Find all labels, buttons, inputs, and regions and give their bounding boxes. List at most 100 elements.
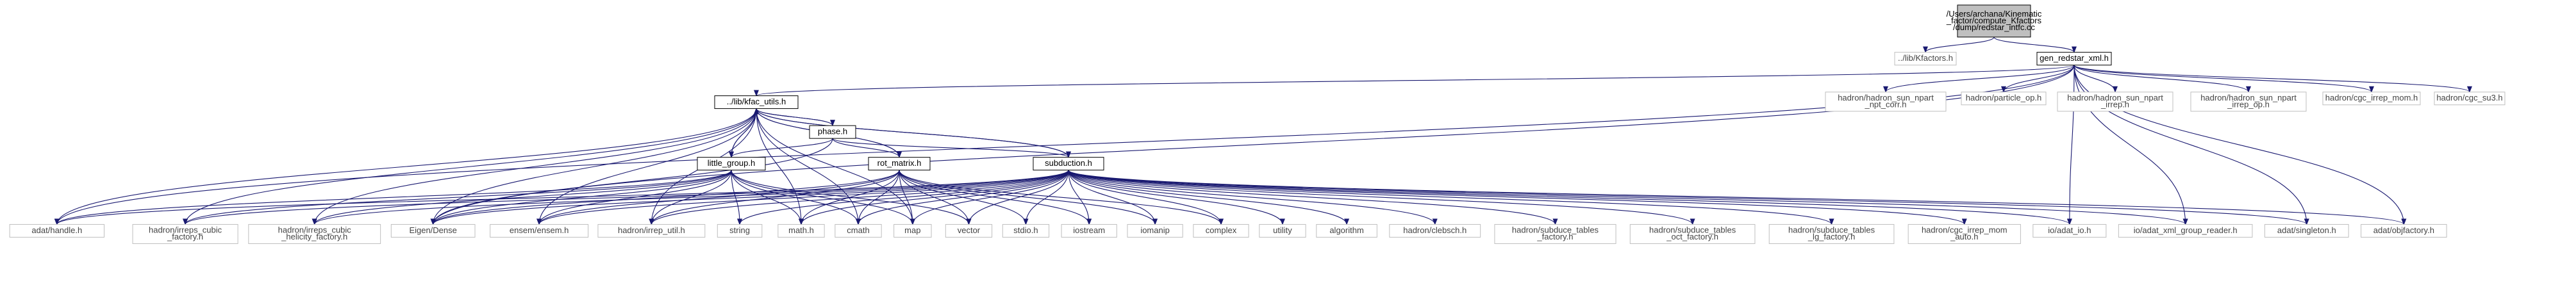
node-subd[interactable]: subduction.h [1033,157,1104,171]
node-objfactory-box [2361,223,2447,238]
node-iostream-box [1061,223,1117,238]
node-npart_irrep_op-box [2190,92,2307,112]
node-cubic_f-label: _factory.h [167,232,203,241]
edge-subd-to-eigen [430,170,1069,225]
node-stdio-label: stdio.h [1013,225,1038,235]
edge-subd-to-math [799,170,1069,225]
edge-little-to-utils [731,108,759,158]
edge-gen-to-handle [54,65,2075,225]
edge-little-to-string [731,170,743,225]
edge-subd-to-utils [754,108,1069,158]
node-map-box [893,223,932,238]
node-utility-label: utility [1273,225,1292,235]
node-little-box [697,157,766,171]
node-cmath-label: cmath [847,225,869,235]
node-singleton-box [2264,223,2349,238]
node-rot[interactable]: rot_matrix.h [868,157,931,171]
node-subd-box [1033,157,1104,171]
edge-phase-to-eigen [430,138,833,225]
node-npart_irrep_op-label: _irrep_op.h [2227,99,2270,109]
edge-gen-to-particle_op [2001,65,2075,93]
node-root[interactable]: /Users/archana/Kinematic_factor/compute_… [1946,4,2042,38]
node-npart_irrep_op-label: hadron/hadron_sun_npart [2200,93,2297,102]
node-stdio: stdio.h [1002,223,1050,238]
edge-gen-to-utils [754,65,2075,97]
node-npart_irrep-label: hadron/hadron_sun_npart [2067,93,2163,102]
edge-subd-to-handle [54,170,1069,225]
node-cubic_f-label: hadron/irreps_cubic [149,225,222,235]
node-ensem: ensem/ensem.h [490,223,589,238]
node-cgc_su3-box [2434,92,2505,106]
node-stdio-box [1002,223,1050,238]
node-rot-box [868,157,931,171]
node-iostream: iostream [1061,223,1117,238]
node-phase[interactable]: phase.h [809,125,856,139]
edge-subd-to-cgc_auto [1068,170,1967,225]
edge-little-to-cubic_h [312,170,732,225]
node-sub_lg-box [1768,223,1895,244]
node-cubic_h-label: hadron/irreps_cubic [278,225,352,235]
node-sub_oct-label: hadron/subduce_tables [1649,225,1736,235]
edge-gen-to-npart_irrep_op [2073,65,2251,93]
node-gen[interactable]: gen_redstar_xml.h [2036,52,2112,66]
node-cubic_f: hadron/irreps_cubic_factory.h [132,223,238,244]
node-root-box [1957,4,2031,38]
node-cgc_auto: hadron/cgc_irrep_mom_auto.h [1907,223,2021,244]
node-irrep_util: hadron/irrep_util.h [597,223,706,238]
node-handle-box [9,223,105,238]
node-clebsch: hadron/clebsch.h [1389,223,1481,238]
node-math-label: math.h [788,225,814,235]
edge-utils-to-ensem [536,108,757,225]
node-complex: complex [1193,223,1249,238]
edge-gen-to-objfactory [2073,65,2407,225]
node-sub_lg-label: _lg_factory.h [1807,232,1855,241]
edge-rot-to-ensem [536,170,900,225]
node-sub_f-label: _factory.h [1536,232,1573,241]
node-objfactory-label: adat/objfactory.h [2373,225,2434,235]
edge-subd-to-irrep_util [649,170,1069,225]
node-sub_f-label: hadron/subduce_tables [1512,225,1599,235]
edge-subd-to-cubic_h [312,170,1069,225]
edge-utils-to-math [756,108,804,225]
node-npart_irrep-box [2057,92,2173,112]
node-cubic_h: hadron/irreps_cubic_helicity_factory.h [248,223,381,244]
node-irrep_util-box [597,223,706,238]
node-clebsch-box [1389,223,1481,238]
edge-little-to-math [731,170,804,225]
edge-little-to-handle [54,170,732,225]
node-utils-label: ../lib/kfac_utils.h [727,97,786,106]
edge-subd-to-iostream [1068,170,1092,225]
edge-root-to-gen [1993,36,2077,53]
edge-subd-to-string [737,170,1069,225]
node-utils[interactable]: ../lib/kfac_utils.h [714,95,799,110]
node-vector: vector [945,223,993,238]
edge-subd-to-adat_io [1068,170,2072,225]
node-adat_io-box [2032,223,2107,238]
node-string-label: string [729,225,750,235]
edge-subd-to-iomanip [1068,170,1158,225]
edge-rot-to-cmath [856,170,900,225]
node-algorithm: algorithm [1316,223,1377,238]
node-npart_irrep_op: hadron/hadron_sun_npart_irrep_op.h [2190,92,2307,112]
edge-gen-to-cgc_mom [2073,65,2374,93]
edge-subd-to-objfactory [1068,170,2406,225]
node-iomanip-label: iomanip [1140,225,1170,235]
node-complex-label: complex [1206,225,1237,235]
node-cgc_auto-label: _auto.h [1950,232,1978,241]
node-complex-box [1193,223,1249,238]
node-xml_reader: io/adat_xml_group_reader.h [2118,223,2253,238]
node-cgc_mom-box [2322,92,2421,106]
node-sub_oct-label: _oct_factory.h [1666,232,1718,241]
edge-gen-to-npt_corr [1883,65,2075,93]
node-eigen-box [390,223,476,238]
edge-gen-to-adat_io [2066,65,2075,225]
node-eigen-label: Eigen/Dense [409,225,456,235]
node-vector-box [945,223,993,238]
node-little[interactable]: little_group.h [697,157,766,171]
node-algorithm-box [1316,223,1377,238]
node-sub_lg-label: hadron/subduce_tables [1788,225,1875,235]
edge-subd-to-complex [1068,170,1224,225]
node-phase-box [809,125,856,139]
edge-little-to-vector [731,170,972,225]
node-cubic_f-box [132,223,238,244]
